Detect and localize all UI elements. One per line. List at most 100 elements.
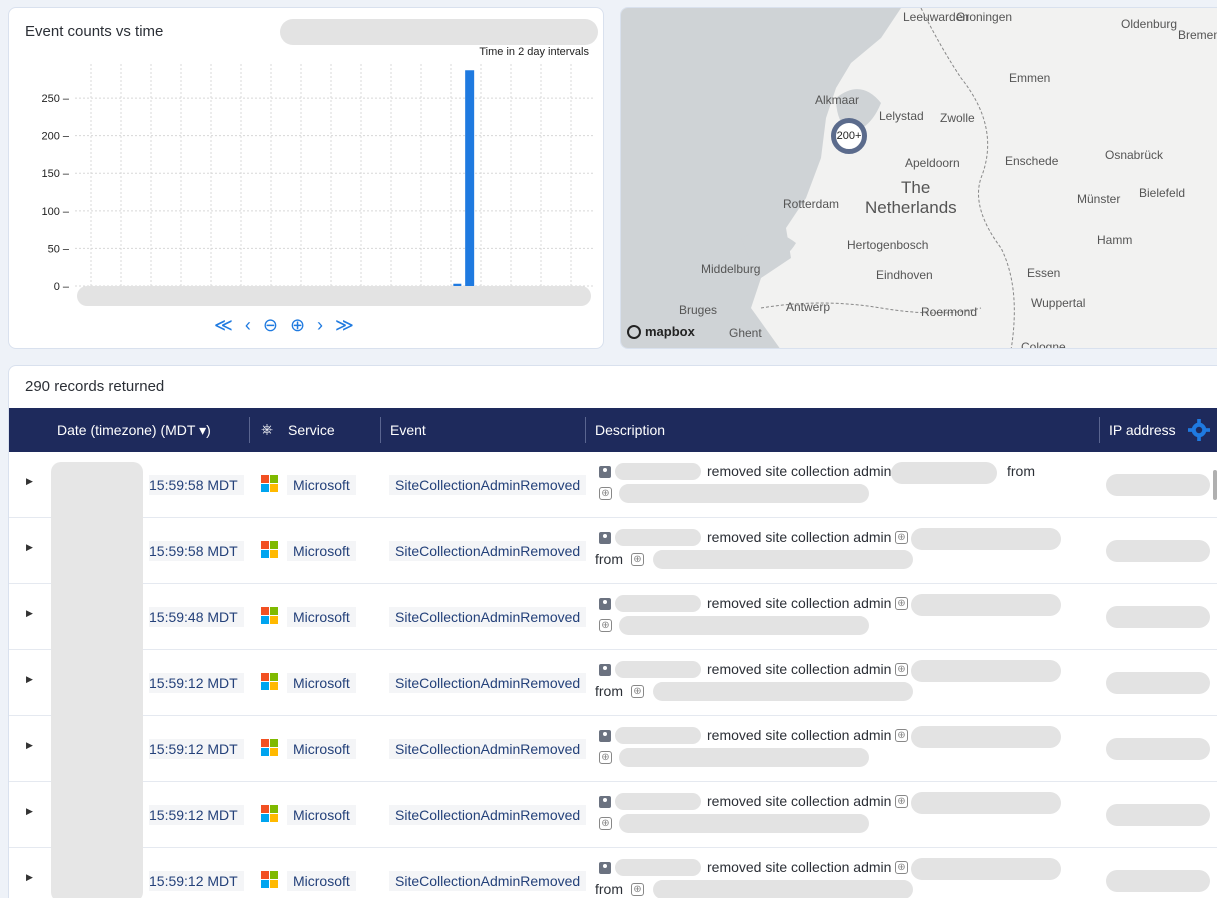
event-chart-panel: Event counts vs time Time in 2 day inter… [8,7,604,349]
event-time[interactable]: 15:59:12 MDT [149,805,244,825]
mapbox-logo[interactable]: mapbox [627,324,695,339]
user-icon [599,796,611,808]
event-time[interactable]: 15:59:12 MDT [149,871,244,891]
service-name[interactable]: Microsoft [287,475,356,495]
event-time[interactable]: 15:59:48 MDT [149,607,244,627]
user-redacted [615,661,701,678]
expand-row-icon[interactable]: ▶ [26,872,33,882]
site-icon: ⊕ [895,597,908,610]
table-row[interactable]: ▶ 15:59:58 MDT Microsoft SiteCollectionA… [9,452,1217,518]
description-action: removed site collection admin [707,859,892,875]
expand-row-icon[interactable]: ▶ [26,608,33,618]
event-time[interactable]: 15:59:12 MDT [149,739,244,759]
user-redacted [615,727,701,744]
service-name[interactable]: Microsoft [287,607,356,627]
site-redacted [653,880,913,898]
map-place-label: Antwerp [786,300,831,314]
map-place-label: Netherlands [865,198,957,217]
map-place-label: Essen [1027,266,1061,280]
map-canvas[interactable] [621,8,1217,349]
event-description: removed site collection admin ⊕ ⊕ [595,594,1095,645]
last-page-icon[interactable]: ≫ [335,315,354,335]
chart-title: Event counts vs time [25,23,164,40]
event-description: removed site collection admin ⊕ from ⊕ [595,858,1095,898]
table-row[interactable]: ▶ 15:59:12 MDT Microsoft SiteCollectionA… [9,848,1217,898]
admin-redacted [911,726,1061,748]
service-name[interactable]: Microsoft [287,805,356,825]
site-icon: ⊕ [599,619,612,632]
service-name[interactable]: Microsoft [287,739,356,759]
microsoft-icon [261,805,278,822]
event-name[interactable]: SiteCollectionAdminRemoved [389,475,587,495]
table-row[interactable]: ▶ 15:59:58 MDT Microsoft SiteCollectionA… [9,518,1217,584]
column-divider [585,417,586,443]
description-action: removed site collection admin [707,595,892,611]
event-time[interactable]: 15:59:58 MDT [149,541,244,561]
table-row[interactable]: ▶ 15:59:48 MDT Microsoft SiteCollectionA… [9,584,1217,650]
table-row[interactable]: ▶ 15:59:12 MDT Microsoft SiteCollectionA… [9,650,1217,716]
description-action: removed site collection admin [707,529,892,545]
y-tick-label: 250 – [41,93,69,105]
event-name[interactable]: SiteCollectionAdminRemoved [389,673,587,693]
map-place-label: Hamm [1097,233,1133,247]
mapbox-label: mapbox [645,324,695,339]
microsoft-icon [261,871,278,888]
service-name[interactable]: Microsoft [287,541,356,561]
event-name[interactable]: SiteCollectionAdminRemoved [389,871,587,891]
column-header-service[interactable]: Service [288,422,335,438]
map-place-label: Hertogenbosch [847,238,929,252]
column-header-event[interactable]: Event [390,422,426,438]
chart-filter-redacted[interactable] [280,19,598,45]
date-column-redacted [51,462,143,898]
first-page-icon[interactable]: ≪ [214,315,233,335]
map-panel[interactable]: Leeuwarden Groningen Oldenburg Bremen Emmen A… [620,7,1217,349]
service-icon: ⎈ [261,421,274,438]
zoom-out-icon[interactable]: ⊖ [262,315,278,335]
user-icon [599,730,611,742]
admin-redacted [911,792,1061,814]
map-place-label: Eindhoven [876,268,933,282]
site-icon: ⊕ [895,531,908,544]
ip-redacted [1106,738,1210,760]
column-header-ip[interactable]: IP address [1109,422,1176,438]
table-row[interactable]: ▶ 15:59:12 MDT Microsoft SiteCollectionA… [9,782,1217,848]
event-name[interactable]: SiteCollectionAdminRemoved [389,805,587,825]
next-icon[interactable]: › [317,315,324,335]
service-name[interactable]: Microsoft [287,673,356,693]
table-row[interactable]: ▶ 15:59:12 MDT Microsoft SiteCollectionA… [9,716,1217,782]
map-place-label: Rotterdam [783,197,840,211]
service-name[interactable]: Microsoft [287,871,356,891]
expand-row-icon[interactable]: ▶ [26,674,33,684]
user-redacted [615,529,701,546]
event-name[interactable]: SiteCollectionAdminRemoved [389,541,587,561]
zoom-in-icon[interactable]: ⊕ [289,315,306,335]
map-place-label: The [901,178,931,197]
microsoft-icon [261,673,278,690]
event-description: removed site collection admin ⊕ ⊕ [595,726,1095,777]
user-redacted [615,859,701,876]
expand-row-icon[interactable]: ▶ [26,476,33,486]
event-time[interactable]: 15:59:58 MDT [149,475,244,495]
scrollbar[interactable] [1213,470,1217,500]
x-axis-redacted [77,286,591,306]
cluster-count: 200+ [836,130,862,142]
expand-row-icon[interactable]: ▶ [26,542,33,552]
event-time[interactable]: 15:59:12 MDT [149,673,244,693]
event-name[interactable]: SiteCollectionAdminRemoved [389,739,587,759]
column-header-date[interactable]: Date (timezone) (MDT ▾) [57,422,211,438]
description-action: removed site collection admin [707,793,892,809]
expand-row-icon[interactable]: ▶ [26,806,33,816]
y-tick-label: 50 – [48,243,70,255]
settings-gear-icon[interactable] [1188,419,1210,441]
table-header: Date (timezone) (MDT ▾) ⎈ Service Event … [9,408,1217,452]
previous-icon[interactable]: ‹ [244,315,251,335]
column-header-description[interactable]: Description [595,422,666,438]
interval-note: Time in 2 day intervals [479,46,589,58]
map-place-label: Middelburg [701,262,761,276]
ip-redacted [1106,672,1210,694]
expand-row-icon[interactable]: ▶ [26,740,33,750]
ip-redacted [1106,606,1210,628]
map-place-label: Ghent [729,326,762,340]
cluster-marker[interactable]: 200+ [831,118,867,154]
event-name[interactable]: SiteCollectionAdminRemoved [389,607,587,627]
